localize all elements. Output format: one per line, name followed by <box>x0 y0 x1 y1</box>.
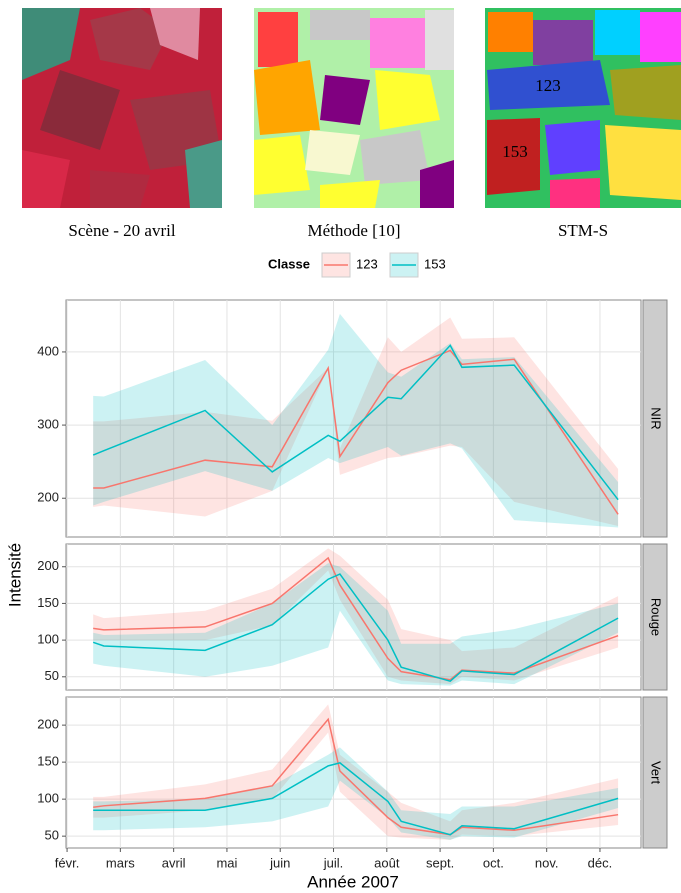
x-tick-label: juil. <box>323 855 344 870</box>
y-tick-label: 100 <box>37 791 59 806</box>
image-label: 153 <box>502 142 528 161</box>
x-tick-label: avril <box>162 855 186 870</box>
x-axis-title: Année 2007 <box>307 872 399 891</box>
stms-image <box>485 8 681 208</box>
image-caption: STM-S <box>558 221 608 240</box>
scene-image <box>22 8 222 208</box>
y-axis-title: Intensité <box>5 543 24 607</box>
x-tick-label: févr. <box>55 855 80 870</box>
x-tick-label: mai <box>216 855 237 870</box>
x-tick-label: oct. <box>483 855 504 870</box>
image-caption: Méthode [10] <box>307 221 400 240</box>
x-tick-label: déc. <box>588 855 613 870</box>
figure: 123 153 Scène - 20 avril Méthode [10] ST… <box>0 0 681 893</box>
y-tick-label: 200 <box>37 558 59 573</box>
image-label: 123 <box>535 76 561 95</box>
facet-label: NIR <box>649 407 664 429</box>
x-tick-label: nov. <box>535 855 559 870</box>
x-tick-label: juin <box>269 855 290 870</box>
y-tick-label: 50 <box>45 668 59 683</box>
y-tick-label: 150 <box>37 754 59 769</box>
facet-label: Vert <box>649 761 664 785</box>
y-tick-label: 400 <box>37 343 59 358</box>
legend-label: 123 <box>356 256 378 271</box>
x-tick-label: sept. <box>426 855 454 870</box>
method-image <box>254 8 454 208</box>
y-tick-label: 200 <box>37 717 59 732</box>
legend-label: 153 <box>424 256 446 271</box>
facet-label: Rouge <box>649 598 664 636</box>
image-caption: Scène - 20 avril <box>68 221 175 240</box>
legend-title: Classe <box>268 256 310 271</box>
y-tick-label: 50 <box>45 828 59 843</box>
y-tick-label: 200 <box>37 490 59 505</box>
y-tick-label: 300 <box>37 417 59 432</box>
y-tick-label: 100 <box>37 632 59 647</box>
x-tick-label: mars <box>106 855 135 870</box>
x-tick-label: août <box>374 855 400 870</box>
y-tick-label: 150 <box>37 595 59 610</box>
